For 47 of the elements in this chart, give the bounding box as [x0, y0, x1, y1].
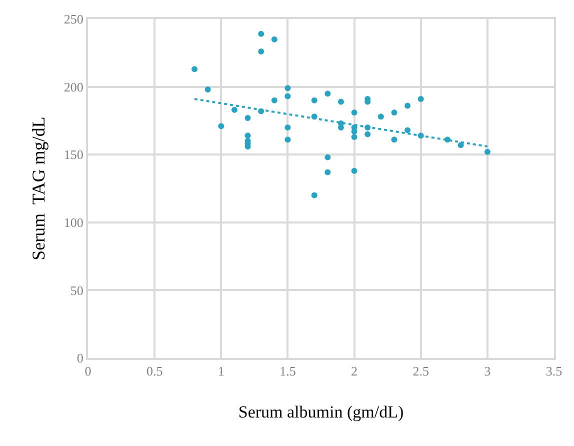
y-tick-label: 150 [64, 147, 84, 162]
point [231, 106, 238, 113]
point [458, 142, 464, 148]
point [258, 48, 264, 55]
y-tick-label: 200 [64, 79, 84, 94]
x-axis-title: Serum albumin (gm/dL) [238, 402, 404, 422]
point [311, 192, 318, 198]
point [284, 93, 291, 100]
point [364, 131, 371, 138]
point [258, 30, 264, 37]
point [378, 114, 384, 120]
point [404, 127, 411, 134]
point [244, 132, 251, 139]
point [284, 85, 291, 92]
point [244, 114, 251, 121]
y-tick-label: 50 [70, 282, 84, 298]
x-tick-label: 1 [218, 364, 224, 379]
point [404, 102, 411, 109]
y-tick-label: 100 [64, 214, 84, 230]
x-tick-label: 1.5 [280, 364, 296, 379]
point [324, 154, 331, 160]
point [324, 169, 331, 176]
point [271, 36, 278, 42]
y-axis-title: Serum TAG mg/dL [28, 116, 49, 260]
point [192, 66, 198, 72]
point [418, 96, 424, 102]
y-tick-label: 0 [76, 350, 84, 366]
point [391, 110, 398, 116]
x-tick-label: 3 [484, 364, 491, 379]
x-tick-label: 2 [351, 364, 358, 379]
y-tick-label: 250 [64, 12, 84, 27]
point [338, 98, 344, 105]
point [351, 134, 358, 140]
point [351, 168, 358, 174]
point [484, 148, 490, 155]
x-tick-label: 3.5 [546, 364, 562, 379]
point [311, 97, 318, 104]
x-tick-label: 0.5 [146, 364, 163, 379]
point [391, 136, 398, 143]
point [284, 124, 291, 130]
point [204, 86, 211, 93]
point [324, 90, 331, 97]
point [351, 110, 358, 116]
point [271, 97, 278, 104]
point [284, 136, 291, 143]
point [218, 123, 224, 130]
x-tick-label: 2.5 [412, 364, 429, 379]
